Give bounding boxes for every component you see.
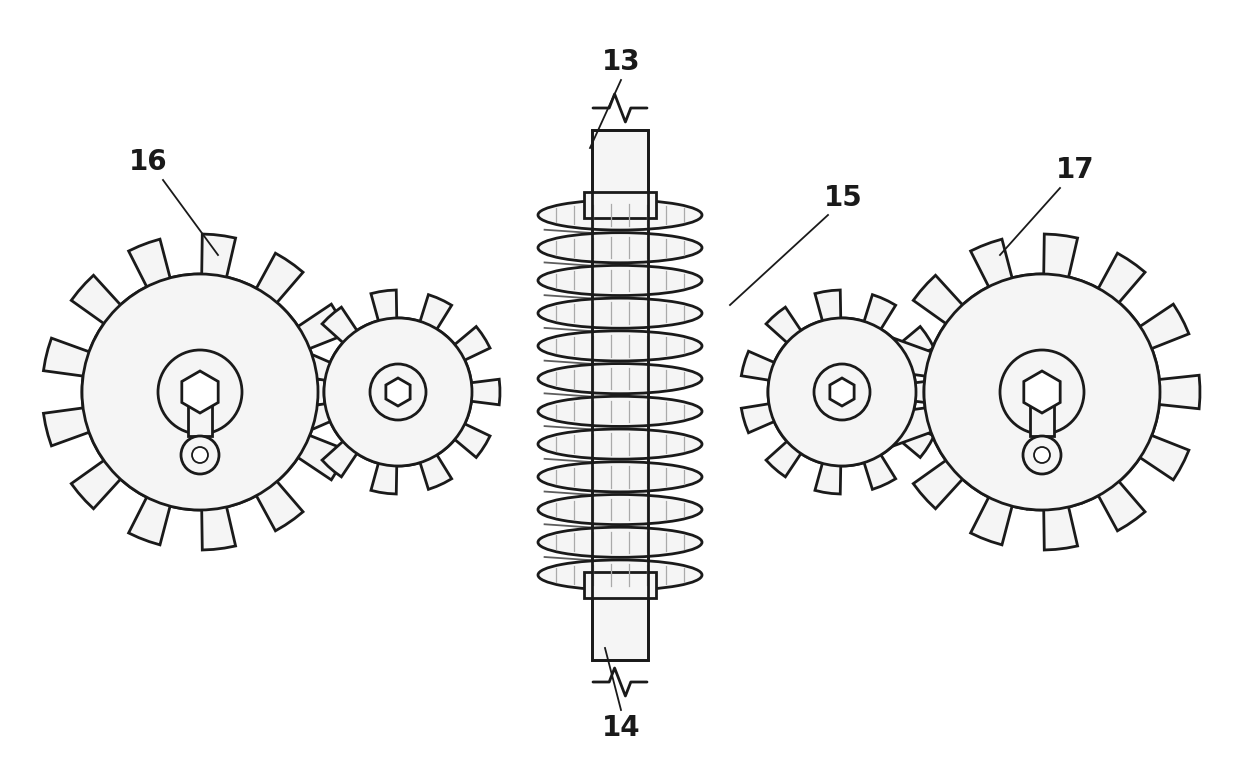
Bar xyxy=(584,192,655,218)
Polygon shape xyxy=(297,290,499,494)
Bar xyxy=(592,130,648,660)
Text: 13: 13 xyxy=(602,48,641,76)
Ellipse shape xyxy=(538,298,703,328)
Ellipse shape xyxy=(538,396,703,426)
Ellipse shape xyxy=(538,266,703,296)
Bar xyxy=(584,572,655,598)
Polygon shape xyxy=(886,234,1199,550)
Polygon shape xyxy=(182,371,218,413)
Circle shape xyxy=(1023,436,1061,474)
Text: 14: 14 xyxy=(602,714,641,742)
Circle shape xyxy=(181,436,219,474)
Circle shape xyxy=(768,318,916,466)
Ellipse shape xyxy=(538,527,703,557)
Text: 16: 16 xyxy=(129,148,167,176)
Circle shape xyxy=(1000,350,1084,434)
Polygon shape xyxy=(385,378,410,406)
Ellipse shape xyxy=(538,200,703,230)
Polygon shape xyxy=(43,234,358,550)
Polygon shape xyxy=(1023,371,1061,413)
Polygon shape xyxy=(830,378,854,406)
Ellipse shape xyxy=(538,233,703,263)
Ellipse shape xyxy=(538,364,703,394)
Text: 17: 17 xyxy=(1056,156,1094,184)
Circle shape xyxy=(924,274,1160,510)
Circle shape xyxy=(814,364,870,420)
Polygon shape xyxy=(1030,398,1054,436)
Circle shape xyxy=(370,364,426,420)
Polygon shape xyxy=(188,398,212,436)
Text: 15: 15 xyxy=(824,184,862,212)
Ellipse shape xyxy=(538,495,703,524)
Circle shape xyxy=(82,274,318,510)
Circle shape xyxy=(325,318,472,466)
Ellipse shape xyxy=(538,560,703,590)
Circle shape xyxy=(159,350,242,434)
Circle shape xyxy=(1035,447,1049,463)
Ellipse shape xyxy=(538,429,703,459)
Bar xyxy=(592,130,648,660)
Polygon shape xyxy=(741,290,944,494)
Ellipse shape xyxy=(538,462,703,492)
Circle shape xyxy=(192,447,208,463)
Ellipse shape xyxy=(538,331,703,361)
